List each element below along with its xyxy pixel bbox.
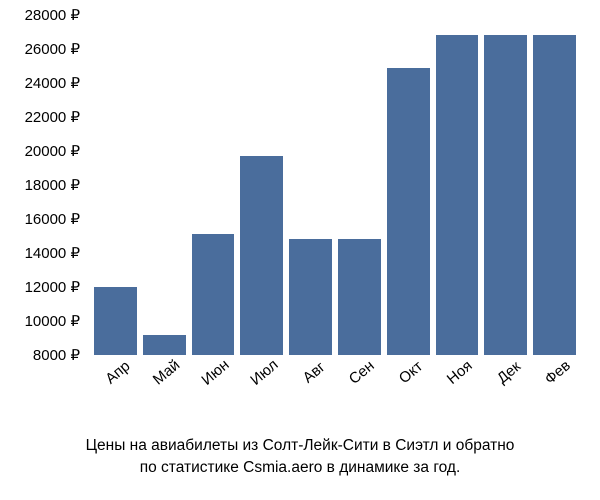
plot-area xyxy=(90,15,580,355)
chart-caption: Цены на авиабилеты из Солт-Лейк-Сити в С… xyxy=(0,435,600,478)
x-tick-label: Май xyxy=(150,357,183,389)
x-baseline xyxy=(90,355,580,356)
y-tick-label: 28000 ₽ xyxy=(25,6,80,24)
x-tick-label: Ноя xyxy=(444,357,476,388)
y-tick-label: 12000 ₽ xyxy=(25,278,80,296)
y-tick-label: 26000 ₽ xyxy=(25,40,80,58)
x-axis: Апр Май ИюнИюл Авг Сен Окт Ноя Дек Фев xyxy=(90,360,580,430)
y-tick-label: 24000 ₽ xyxy=(25,74,80,92)
bar xyxy=(240,156,283,355)
y-axis: 8000 ₽10000 ₽12000 ₽14000 ₽16000 ₽18000 … xyxy=(0,15,85,355)
bar xyxy=(94,287,137,355)
x-label-slot: Ноя xyxy=(436,360,479,430)
bar xyxy=(533,35,576,355)
y-tick-label: 20000 ₽ xyxy=(25,142,80,160)
bar xyxy=(192,234,235,355)
y-tick-label: 18000 ₽ xyxy=(25,176,80,194)
x-label-slot: Окт xyxy=(387,360,430,430)
x-label-slot: Июл xyxy=(240,360,283,430)
caption-line-2: по статистике Csmia.aero в динамике за г… xyxy=(140,459,461,476)
bar xyxy=(387,68,430,355)
x-label-slot: Фев xyxy=(533,360,576,430)
x-tick-label: Июл xyxy=(247,356,281,389)
bar xyxy=(436,35,479,355)
x-tick-label: Дек xyxy=(494,358,524,387)
bar xyxy=(484,35,527,355)
x-tick-label: Сен xyxy=(346,357,378,388)
x-label-slot: Май xyxy=(143,360,186,430)
bar xyxy=(143,335,186,355)
bar xyxy=(289,239,332,355)
x-label-slot: Авг xyxy=(289,360,332,430)
x-tick-label: Июн xyxy=(198,356,232,389)
x-label-slot: Июн xyxy=(192,360,235,430)
x-label-slot: Сен xyxy=(338,360,381,430)
x-tick-label: Фев xyxy=(541,357,573,388)
x-label-slot: Дек xyxy=(484,360,527,430)
x-tick-label: Апр xyxy=(103,357,134,387)
caption-line-1: Цены на авиабилеты из Солт-Лейк-Сити в С… xyxy=(86,437,515,454)
bar xyxy=(338,239,381,355)
price-chart: 8000 ₽ 10000 ₽ 12000 ₽ 14000 ₽ 16000 ₽ 18000 … xyxy=(0,0,600,500)
bars-container xyxy=(90,15,580,355)
y-tick-label: 8000 ₽ xyxy=(33,346,80,364)
y-tick-label: 22000 ₽ xyxy=(25,108,80,126)
y-tick-label: 10000 ₽ xyxy=(25,312,80,330)
x-label-slot: Апр xyxy=(94,360,137,430)
y-tick-label: 14000 ₽ xyxy=(25,244,80,262)
y-tick-label: 16000 ₽ xyxy=(25,210,80,228)
x-tick-label: Окт xyxy=(396,358,426,387)
x-tick-label: Авг xyxy=(299,358,328,386)
